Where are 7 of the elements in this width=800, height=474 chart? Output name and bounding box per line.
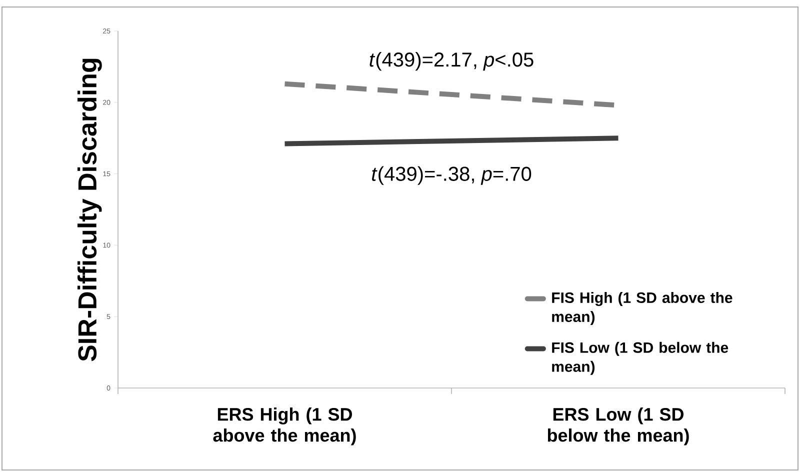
x-tick-label: ERS High (1 SD above the mean) xyxy=(213,408,356,446)
x-tick-label: ERS Low (1 SD below the mean) xyxy=(548,408,689,446)
annotation: t(439)=-.38, p=.70 xyxy=(372,166,532,185)
y-axis-title: SIR-Difficulty Discarding xyxy=(78,58,102,362)
annotation: t(439)=2.17, p<.05 xyxy=(370,52,534,71)
legend-label: FIS High (1 SD above the mean) xyxy=(552,292,732,325)
legend-label: FIS Low (1 SD below the mean) xyxy=(552,342,728,375)
